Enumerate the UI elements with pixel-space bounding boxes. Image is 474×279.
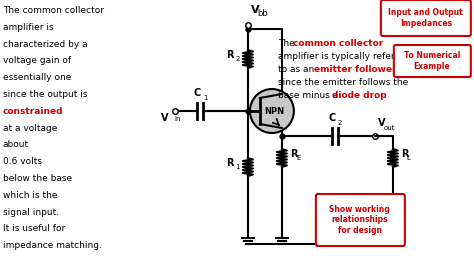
Text: out: out: [384, 125, 395, 131]
Text: Show working
relationships
for design: Show working relationships for design: [329, 205, 390, 235]
Text: amplifier is typically referred: amplifier is typically referred: [278, 52, 409, 61]
Text: which is the: which is the: [3, 191, 57, 200]
Text: 2: 2: [236, 56, 240, 62]
Text: V: V: [251, 5, 260, 15]
Text: common collector: common collector: [293, 39, 383, 48]
Text: E: E: [296, 155, 300, 161]
Text: R: R: [227, 50, 234, 60]
Text: V: V: [378, 118, 385, 128]
Text: The common collector: The common collector: [3, 6, 104, 15]
Text: at a voltage: at a voltage: [3, 124, 57, 133]
Text: since the emitter follows the: since the emitter follows the: [278, 78, 408, 87]
Text: Input and Output
Impedances: Input and Output Impedances: [389, 8, 463, 28]
Text: 2: 2: [338, 120, 342, 126]
Text: diode drop: diode drop: [332, 91, 386, 100]
Text: essentially one: essentially one: [3, 73, 72, 82]
Text: C: C: [193, 88, 201, 98]
Text: characterized by a: characterized by a: [3, 40, 88, 49]
Text: V: V: [162, 113, 169, 123]
Text: NPN: NPN: [264, 107, 284, 116]
Circle shape: [250, 89, 294, 133]
Text: To Numerical
Example: To Numerical Example: [404, 51, 460, 71]
Text: 1: 1: [203, 95, 208, 101]
Text: impedance matching.: impedance matching.: [3, 241, 102, 250]
Text: in: in: [174, 116, 181, 122]
Text: 1: 1: [236, 164, 240, 170]
Text: since the output is: since the output is: [3, 90, 88, 99]
FancyBboxPatch shape: [394, 45, 471, 77]
Text: It is useful for: It is useful for: [3, 224, 65, 234]
Text: C: C: [328, 113, 336, 123]
FancyBboxPatch shape: [381, 0, 471, 36]
Text: base minus a: base minus a: [278, 91, 341, 100]
Text: R: R: [290, 149, 297, 159]
Text: below the base: below the base: [3, 174, 72, 183]
Text: to as an: to as an: [278, 65, 317, 74]
Text: R: R: [227, 158, 234, 168]
Text: 0.6 volts: 0.6 volts: [3, 157, 42, 166]
Text: .: .: [374, 91, 377, 100]
FancyBboxPatch shape: [316, 194, 405, 246]
Text: L: L: [407, 155, 411, 161]
Text: constrained: constrained: [3, 107, 64, 116]
Text: amplifier is: amplifier is: [3, 23, 54, 32]
Text: emitter follower: emitter follower: [314, 65, 397, 74]
Text: The: The: [278, 39, 298, 48]
Text: bb: bb: [257, 9, 268, 18]
Text: signal input.: signal input.: [3, 208, 59, 217]
Text: R: R: [401, 149, 409, 159]
Text: voltage gain of: voltage gain of: [3, 56, 71, 65]
Text: about: about: [3, 140, 29, 149]
